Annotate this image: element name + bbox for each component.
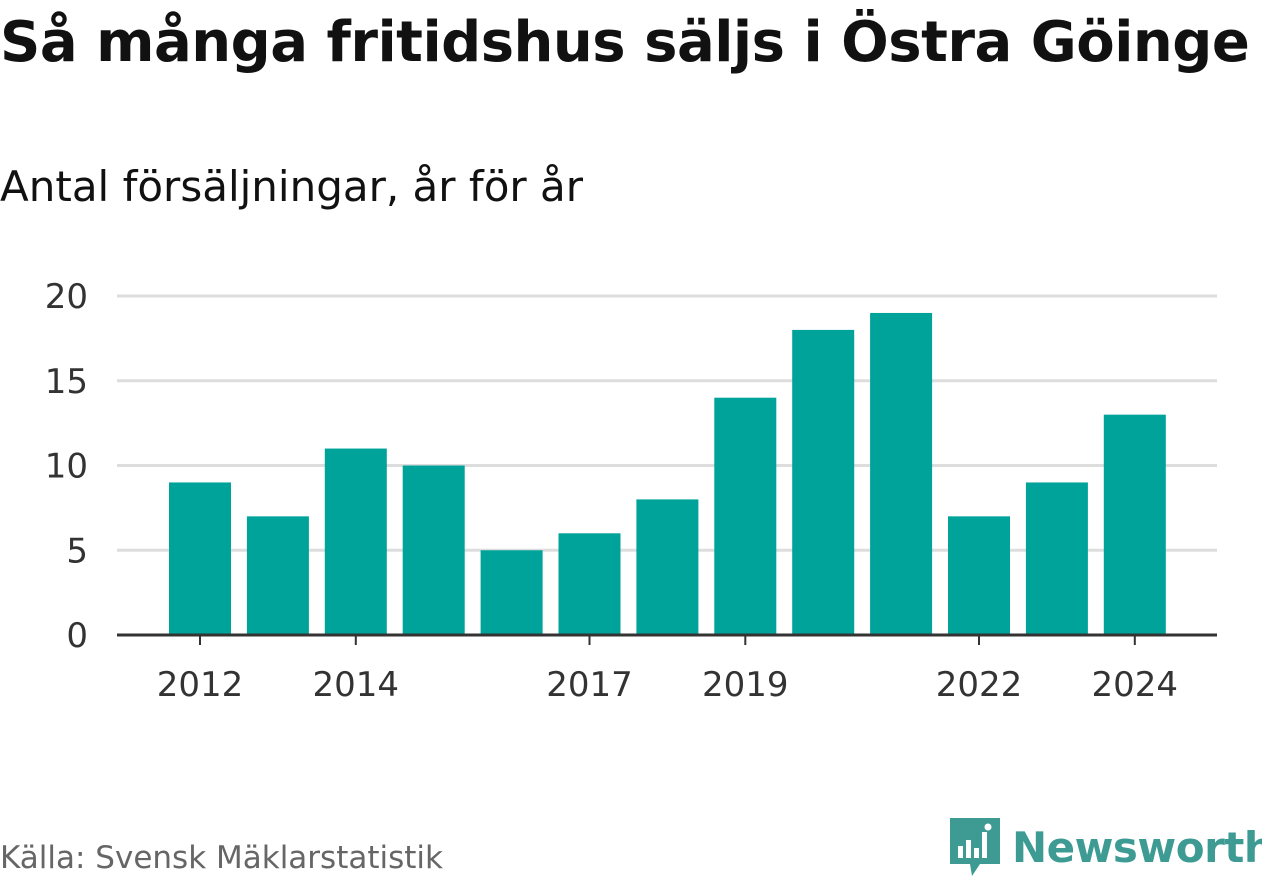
x-tick-label: 2012 <box>157 665 244 705</box>
x-tick-label: 2017 <box>546 665 633 705</box>
y-tick-label: 10 <box>45 447 88 487</box>
bar-2023 <box>1025 482 1088 635</box>
bar-2013 <box>246 516 309 635</box>
bar-2015 <box>402 465 465 635</box>
bar-chart: 0 5 10 15 20 2012 2014 2017 2019 2022 2024 <box>45 277 1217 705</box>
y-tick-label: 5 <box>66 531 88 571</box>
bar-2024 <box>1103 414 1166 635</box>
bar-2017 <box>558 533 621 635</box>
newsworthy-logo: Newsworthy <box>950 818 1262 876</box>
bars <box>169 312 1166 635</box>
y-tick-label: 20 <box>45 277 88 317</box>
y-tick-label: 15 <box>45 362 88 402</box>
bar-2020 <box>792 329 855 635</box>
y-axis-ticks: 0 5 10 15 20 <box>45 277 88 656</box>
chart-title: Så många fritidshus säljs i Östra Göinge <box>0 10 1250 75</box>
x-axis-ticks: 2012 2014 2017 2019 2022 2024 <box>157 635 1178 705</box>
bar-2014 <box>324 448 387 635</box>
bar-2019 <box>714 397 777 635</box>
newsworthy-logo-icon <box>950 818 1000 876</box>
chart-subtitle: Antal försäljningar, år för år <box>0 162 584 211</box>
source-note: Källa: Svensk Mäklarstatistik <box>0 840 443 876</box>
bar-2021 <box>870 312 933 635</box>
bar-2012 <box>169 482 231 635</box>
logo-text: Newsworthy <box>1012 822 1262 872</box>
y-tick-label: 0 <box>66 616 88 656</box>
x-tick-label: 2022 <box>936 665 1023 705</box>
x-tick-label: 2019 <box>702 665 789 705</box>
bar-2016 <box>480 550 543 635</box>
bar-2022 <box>948 516 1010 635</box>
x-tick-label: 2014 <box>313 665 400 705</box>
bar-2018 <box>636 499 699 635</box>
x-tick-label: 2024 <box>1092 665 1179 705</box>
